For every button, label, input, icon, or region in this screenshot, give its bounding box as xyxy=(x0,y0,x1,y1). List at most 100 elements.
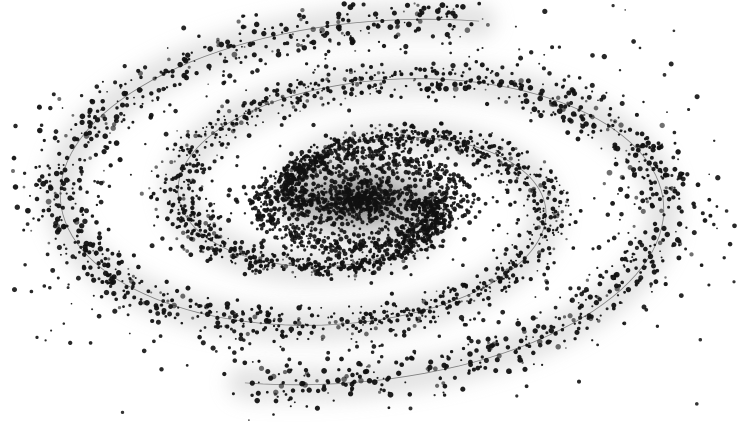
star-dot xyxy=(95,109,100,113)
star-dot xyxy=(461,263,465,268)
star-dot xyxy=(568,104,571,108)
star-dot xyxy=(635,147,641,153)
star-dot xyxy=(254,397,260,404)
star-dot xyxy=(200,135,203,138)
star-dot xyxy=(307,149,312,154)
star-dot xyxy=(527,194,531,198)
star-dot xyxy=(155,319,161,325)
star-dot xyxy=(447,179,452,184)
star-dot xyxy=(537,95,544,102)
star-dot xyxy=(161,71,166,76)
star-dot xyxy=(642,258,647,263)
star-dot xyxy=(13,123,18,129)
star-dot xyxy=(342,251,348,257)
star-dot xyxy=(462,71,465,74)
star-dot xyxy=(235,298,240,302)
star-dot xyxy=(453,162,458,167)
star-dot xyxy=(410,207,414,211)
star-dot xyxy=(490,172,493,175)
star-dot xyxy=(102,262,107,268)
star-dot xyxy=(154,285,158,288)
star-dot xyxy=(386,214,390,218)
star-dot xyxy=(34,182,39,188)
star-dot xyxy=(312,215,318,221)
star-dot xyxy=(149,243,155,249)
star-dot xyxy=(222,59,227,64)
star-dot xyxy=(667,205,671,209)
star-dot xyxy=(216,43,220,48)
star-dot xyxy=(410,217,414,221)
star-dot xyxy=(462,213,467,218)
star-dot xyxy=(310,226,313,229)
star-dot xyxy=(346,13,349,16)
star-dot xyxy=(48,105,53,111)
star-dot xyxy=(548,327,555,334)
star-dot xyxy=(652,221,658,227)
star-dot xyxy=(287,178,290,181)
star-dot xyxy=(534,210,537,213)
star-dot xyxy=(510,273,516,278)
star-dot xyxy=(402,250,407,256)
star-dot xyxy=(310,274,313,276)
star-dot xyxy=(320,213,323,217)
star-dot xyxy=(60,218,63,222)
star-dot xyxy=(561,218,564,221)
star-dot xyxy=(256,114,259,118)
star-dot xyxy=(66,286,70,290)
star-dot xyxy=(239,60,243,65)
star-dot xyxy=(611,4,615,8)
star-dot xyxy=(260,185,264,189)
star-dot xyxy=(410,250,414,254)
star-dot xyxy=(521,361,524,365)
star-dot xyxy=(542,160,547,164)
star-dot xyxy=(329,257,333,261)
star-dot xyxy=(383,135,388,139)
star-dot xyxy=(45,189,50,194)
star-dot xyxy=(380,321,384,325)
star-dot xyxy=(281,381,285,385)
star-dot xyxy=(186,154,188,157)
star-dot xyxy=(98,180,104,186)
star-dot xyxy=(354,241,358,246)
star-dot xyxy=(380,219,384,223)
star-dot xyxy=(119,102,126,108)
star-dot xyxy=(267,262,271,265)
star-dot xyxy=(430,221,434,225)
star-dot xyxy=(262,166,267,170)
star-dot xyxy=(584,315,587,318)
star-dot xyxy=(182,193,186,197)
star-dot xyxy=(342,162,346,166)
star-dot xyxy=(495,151,498,155)
star-dot xyxy=(579,129,584,134)
star-dot xyxy=(399,163,402,167)
star-dot xyxy=(193,216,196,218)
star-dot xyxy=(110,125,116,131)
star-dot xyxy=(566,198,568,201)
star-dot xyxy=(298,80,304,86)
star-dot xyxy=(350,157,354,162)
star-dot xyxy=(149,91,154,96)
star-dot xyxy=(42,138,46,143)
star-dot xyxy=(40,180,47,187)
star-dot xyxy=(372,11,379,17)
star-dot xyxy=(558,184,561,187)
star-dot xyxy=(47,173,51,177)
star-dot xyxy=(107,257,111,261)
star-dot xyxy=(32,217,35,220)
star-dot xyxy=(370,350,375,354)
star-dot xyxy=(372,371,375,374)
star-dot xyxy=(450,62,456,69)
star-dot xyxy=(358,239,364,245)
star-dot xyxy=(346,18,351,23)
star-dot xyxy=(303,374,306,377)
star-dot xyxy=(593,197,596,200)
star-dot xyxy=(180,186,183,190)
star-dot xyxy=(255,311,260,316)
star-dot xyxy=(639,131,645,137)
star-dot xyxy=(445,185,450,191)
star-dot xyxy=(345,31,351,36)
star-dot xyxy=(430,153,434,158)
star-dot xyxy=(618,68,622,72)
star-dot xyxy=(57,97,62,101)
star-dot xyxy=(601,53,607,60)
